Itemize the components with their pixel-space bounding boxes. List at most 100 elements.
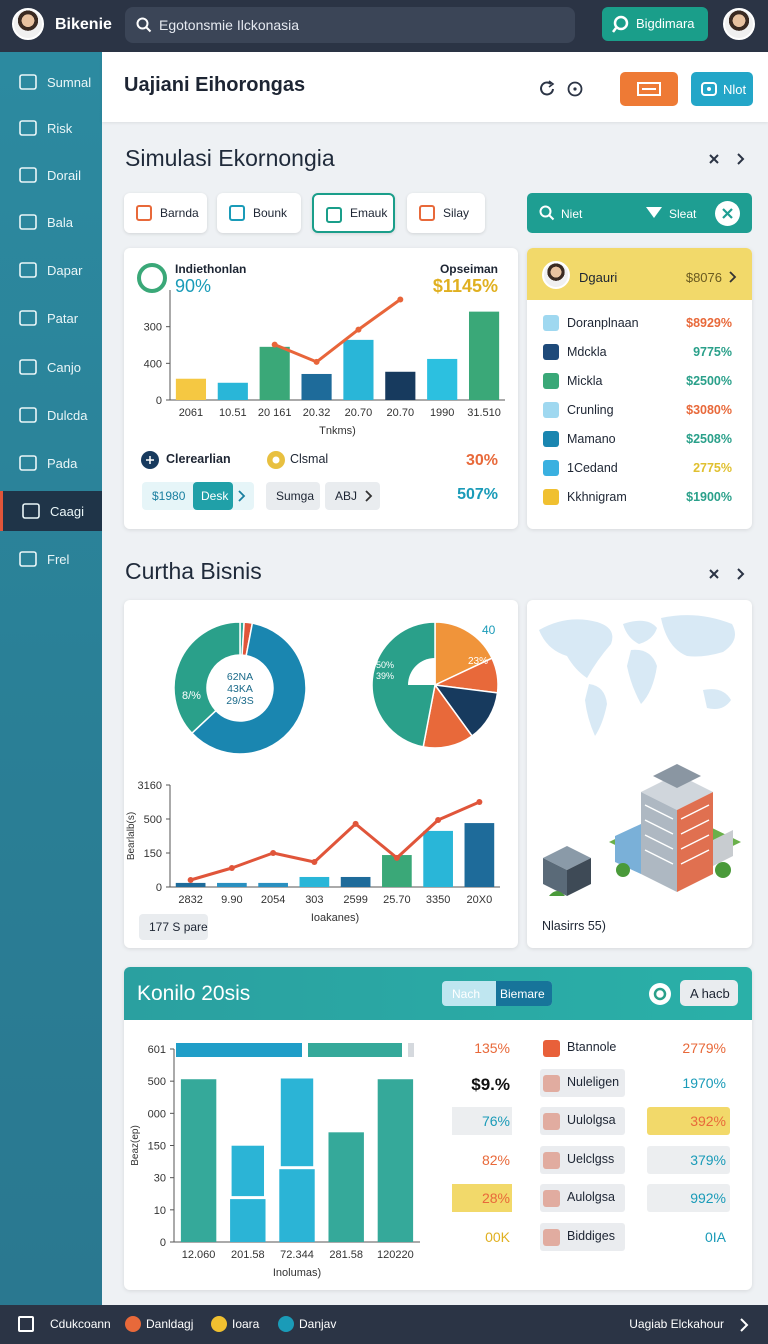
legend-icon [267, 451, 285, 469]
nav-icon [19, 407, 37, 423]
pill[interactable]: 177 S pare [139, 914, 208, 940]
nav-label: Patar [47, 311, 79, 326]
y-tick-label: 150 [148, 1141, 166, 1153]
legend-icon [141, 451, 159, 469]
top-button[interactable]: Bigdimara [602, 7, 708, 41]
line-point [435, 817, 442, 824]
toggle[interactable]: Nach Biemare [442, 981, 552, 1006]
pie-slice [434, 621, 493, 687]
line-point [397, 296, 404, 303]
icon-shape [19, 74, 37, 90]
tab[interactable]: Barnda [124, 193, 207, 233]
nav-item[interactable]: Caagi [0, 491, 102, 531]
chevron[interactable] [728, 270, 738, 284]
line [190, 800, 480, 882]
list-row[interactable]: Crunling $3080% [527, 400, 752, 429]
tab[interactable]: Bounk [217, 193, 301, 233]
section-controls[interactable] [706, 150, 752, 168]
kpi-label: Opseiman [439, 262, 498, 276]
search-box[interactable]: Egotonsmie Ilckonasia [125, 7, 575, 43]
row-name: Mickla [567, 374, 603, 388]
bar [180, 1079, 217, 1242]
nav-item[interactable]: Patar [0, 298, 102, 338]
header-button-label: Nlot [723, 82, 747, 97]
footer-item[interactable]: Cdukcoann [50, 1317, 111, 1331]
footer-item[interactable]: Danldagj [146, 1317, 194, 1331]
y-tick-label: 300 [144, 322, 162, 334]
icon-shape [19, 214, 37, 230]
button-icon [612, 15, 629, 33]
nav-item[interactable]: Dapar [0, 250, 102, 290]
top-bar: Bikenie Egotonsmie Ilckonasia Bigdimara [0, 0, 768, 52]
header-icons[interactable] [537, 79, 587, 99]
control-header [124, 967, 752, 1020]
filter-close[interactable] [714, 200, 741, 227]
toggle-option[interactable]: Biemare [500, 987, 545, 1001]
chevron [365, 490, 373, 502]
x-tick-label: 20.70 [387, 407, 415, 419]
kpi-label: Indiethonlan [175, 262, 247, 276]
tab[interactable]: Silay [407, 193, 485, 233]
nav-item[interactable]: Bala [0, 202, 102, 242]
nav-item[interactable]: Canjo [0, 347, 102, 387]
icon-shape [19, 359, 37, 375]
nav-icon [19, 214, 37, 230]
tab-label: Silay [443, 206, 470, 220]
row-name: Doranplnaan [567, 316, 639, 330]
control-title: Konilo 20sis [137, 982, 251, 1005]
toggle-option[interactable]: Nach [452, 987, 481, 1001]
map-caption: Nlasirrs 55) [542, 919, 606, 933]
footer-right[interactable]: Uagiab Elckahour [629, 1317, 724, 1331]
tab-icon [136, 205, 152, 221]
section-controls[interactable] [706, 565, 752, 583]
button-label: A hacb [690, 986, 730, 1001]
footer-item[interactable]: Ioara [232, 1317, 260, 1331]
user-avatar[interactable] [12, 8, 44, 40]
filter-right[interactable]: Sleat [669, 207, 697, 221]
pill[interactable]: Sumga [266, 482, 320, 510]
nav-item[interactable]: Dulcda [0, 395, 102, 435]
table-cell: Uelclgss [540, 1146, 625, 1174]
map-illustration [539, 615, 741, 896]
list-row[interactable]: Mickla $2500% [527, 371, 752, 400]
profile-avatar[interactable] [723, 8, 755, 40]
section-title: Curtha Bisnis [125, 558, 262, 584]
row-value: $3080% [686, 403, 732, 417]
pill[interactable]: ABJ [325, 482, 380, 510]
filter-left[interactable]: Niet [561, 207, 583, 221]
list-value: $8076 [685, 270, 722, 285]
footer-item[interactable]: Danjav [299, 1317, 337, 1331]
icon-shape [19, 262, 37, 278]
y-tick-label: 0 [160, 1237, 166, 1249]
status-icon[interactable] [648, 982, 672, 1006]
nav-item[interactable]: Pada [0, 443, 102, 483]
nav-icon [19, 167, 37, 183]
nav-icon [22, 503, 40, 519]
row-name: 1Cedand [567, 461, 618, 475]
list-row[interactable]: 1Cedand 2775% [527, 458, 752, 487]
header-button[interactable]: Nlot [691, 72, 753, 106]
orange-button[interactable] [620, 72, 678, 106]
donut-side-label: 8/% [182, 690, 201, 702]
nav-item[interactable]: Dorail [0, 155, 102, 195]
list-row[interactable]: Doranplnaan $8929% [527, 313, 752, 342]
x-tick-label: 2054 [261, 894, 285, 906]
bar [299, 876, 330, 887]
control-button[interactable]: A hacb [680, 980, 738, 1006]
nav-item[interactable]: Sumnal [0, 62, 102, 102]
y-tick-label: 0 [156, 395, 162, 407]
list-row[interactable]: Mdckla 9775% [527, 342, 752, 371]
row-value: 2775% [693, 461, 732, 475]
nav-item[interactable]: Frel [0, 539, 102, 579]
desk-pill[interactable]: Desk [193, 482, 233, 510]
pie-label: 39% [376, 671, 394, 681]
nav-item[interactable]: Risk [0, 108, 102, 148]
y-tick-label: 150 [144, 848, 162, 860]
progress-ring [137, 263, 167, 293]
tab[interactable]: Emauk [312, 193, 395, 233]
list-row[interactable]: Kkhnigram $1900% [527, 487, 752, 516]
nav-icon [19, 359, 37, 375]
list-row[interactable]: Mamano $2508% [527, 429, 752, 458]
